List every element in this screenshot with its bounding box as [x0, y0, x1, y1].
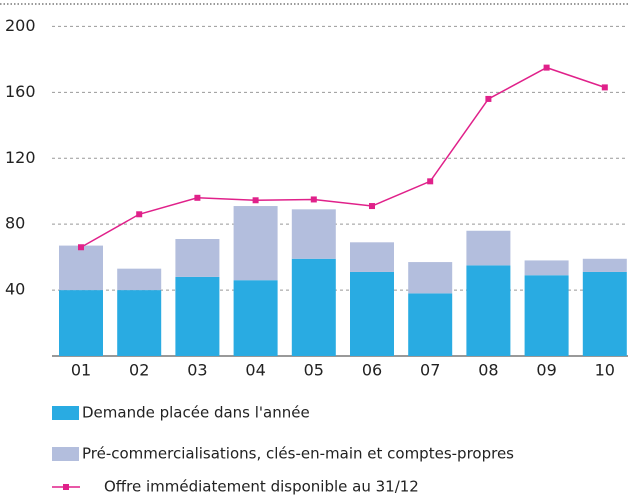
legend-marker — [63, 484, 69, 490]
x-tick-label: 06 — [362, 361, 382, 380]
bar — [408, 293, 453, 356]
x-tick-label: 04 — [245, 361, 265, 380]
marker — [78, 244, 84, 251]
legend-swatch — [52, 406, 79, 420]
y-tick-label: 40 — [5, 280, 25, 299]
bar — [175, 276, 220, 356]
x-tick-label: 07 — [420, 361, 440, 380]
bar — [582, 271, 627, 356]
bar — [233, 280, 278, 356]
bar — [408, 262, 453, 294]
bar — [524, 275, 569, 356]
x-tick-label: 08 — [478, 361, 498, 380]
x-tick-label: 10 — [595, 361, 615, 380]
marker — [369, 203, 375, 210]
y-tick-label: 160 — [5, 82, 36, 101]
bar — [582, 258, 627, 272]
bar — [524, 260, 569, 276]
marker — [310, 196, 317, 203]
bar — [117, 268, 162, 291]
bar — [59, 290, 103, 356]
bar — [466, 230, 511, 266]
bar — [466, 265, 511, 356]
bar — [350, 242, 394, 272]
marker — [136, 211, 143, 218]
bar — [291, 209, 336, 259]
x-tick-label: 09 — [536, 361, 556, 380]
y-tick-label: 120 — [5, 148, 36, 167]
marker — [194, 194, 201, 201]
line — [80, 66, 606, 248]
legend-swatch — [52, 447, 79, 461]
legend-label: Demande placée dans l'année — [82, 404, 310, 422]
x-tick-label: 05 — [304, 361, 324, 380]
marker — [427, 178, 434, 185]
bar — [233, 206, 278, 281]
x-tick-label: 01 — [71, 361, 91, 380]
bar — [59, 245, 103, 291]
y-tick-label: 80 — [5, 214, 25, 233]
bar — [175, 239, 220, 277]
legend-label: Offre immédiatement disponible au 31/12 — [104, 478, 419, 496]
legend-label: Pré-commercialisations, clés-en-main et … — [82, 445, 514, 463]
marker — [601, 84, 608, 91]
marker — [485, 95, 492, 102]
y-tick-label: 200 — [5, 16, 36, 35]
x-tick-label: 03 — [187, 361, 207, 380]
x-tick-label: 02 — [129, 361, 149, 380]
bar — [291, 258, 336, 356]
bar — [350, 271, 394, 356]
marker — [543, 64, 550, 71]
bar — [117, 290, 162, 356]
marker — [252, 197, 259, 204]
